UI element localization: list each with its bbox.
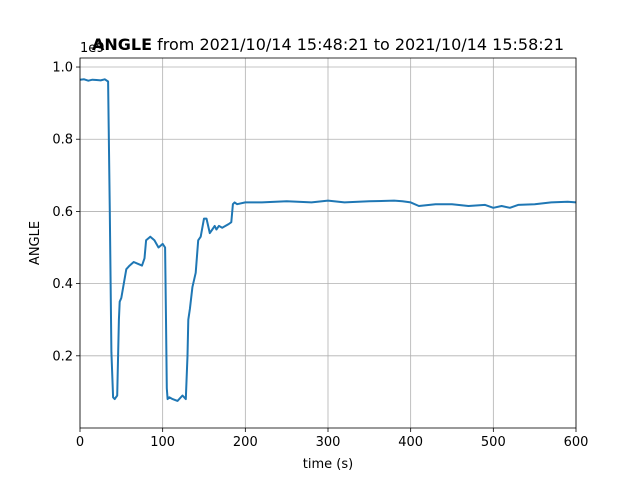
plot-series	[79, 78, 577, 402]
x-tick-label: 600	[564, 435, 589, 450]
y-offset-text: 1e9	[80, 41, 105, 56]
chart-title-bold: ANGLE	[92, 35, 152, 54]
series-line	[79, 78, 577, 402]
y-tick-label: 0.8	[52, 133, 73, 148]
y-axis-label: ANGLE	[28, 221, 43, 265]
grid-lines	[79, 58, 577, 428]
y-tick-label: 0.4	[52, 277, 73, 292]
x-tick-label: 0	[76, 435, 84, 450]
chart-title-rest: from 2021/10/14 15:48:21 to 2021/10/14 1…	[152, 35, 564, 54]
chart-title: ANGLE from 2021/10/14 15:48:21 to 2021/1…	[92, 35, 564, 54]
x-axis-ticks: 0 100 200 300 400 500 600	[76, 428, 589, 450]
y-axis-ticks: 0.2 0.4 0.6 0.8 1.0	[52, 61, 80, 364]
x-tick-label: 200	[233, 435, 258, 450]
x-tick-label: 300	[316, 435, 341, 450]
y-tick-label: 0.2	[52, 349, 73, 364]
y-tick-label: 0.6	[52, 205, 73, 220]
x-tick-label: 100	[150, 435, 175, 450]
y-tick-label: 1.0	[52, 61, 73, 76]
x-tick-label: 500	[481, 435, 506, 450]
x-tick-label: 400	[398, 435, 423, 450]
x-axis-label: time (s)	[303, 457, 353, 472]
